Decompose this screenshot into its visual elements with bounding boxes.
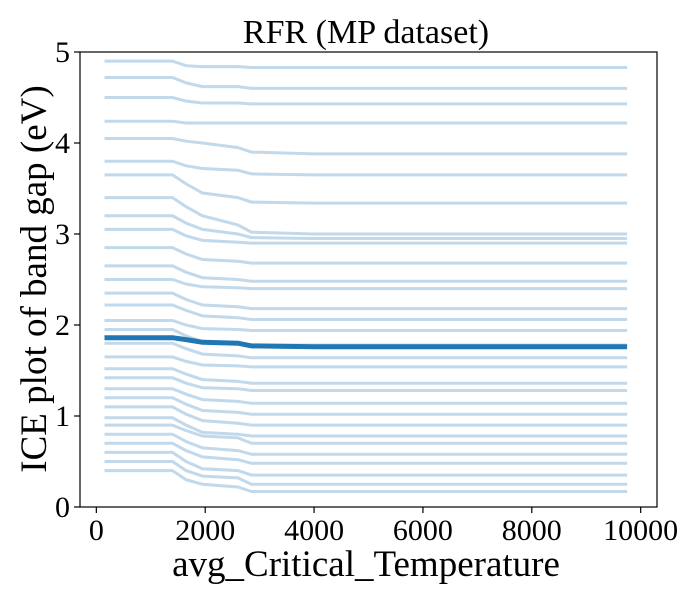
ice-line-26 <box>104 423 628 445</box>
ice-line-27 <box>104 432 628 456</box>
ice-line-20 <box>104 367 628 385</box>
ice-lines-group <box>104 59 628 493</box>
ice-line-10 <box>104 227 628 245</box>
chart-title: RFR (MP dataset) <box>243 14 489 51</box>
ice-line-29 <box>104 450 628 477</box>
y-tick-label: 4 <box>55 127 70 160</box>
ice-line-9 <box>104 214 628 240</box>
average-line-group <box>104 335 628 350</box>
ice-line-12 <box>104 264 628 283</box>
x-tick-label: 4000 <box>284 514 344 547</box>
ice-line-11 <box>104 246 628 265</box>
ice-line-28 <box>104 441 628 465</box>
plot-frame <box>79 51 658 508</box>
y-tick-label: 3 <box>55 218 70 251</box>
ice-line-18 <box>104 341 628 360</box>
ice-line-5 <box>104 137 628 156</box>
y-tick-label: 5 <box>55 36 70 69</box>
ice-line-23 <box>104 396 628 416</box>
ice-line-14 <box>104 291 628 311</box>
ice-line-24 <box>104 405 628 427</box>
ice-line-16 <box>104 319 628 332</box>
ice-line-6 <box>104 159 628 177</box>
ice-line-25 <box>104 416 628 438</box>
average-pdp-line <box>104 335 628 350</box>
ice-line-3 <box>104 96 628 106</box>
x-tick-label: 6000 <box>393 514 453 547</box>
y-axis-ticks: 0 1 2 3 4 5 <box>55 36 80 524</box>
ice-line-7 <box>104 173 628 205</box>
ice-line-21 <box>104 376 628 392</box>
ice-line-15 <box>104 303 628 321</box>
ice-line-22 <box>104 387 628 405</box>
x-tick-label: 10000 <box>603 514 678 547</box>
ice-line-1 <box>104 59 628 69</box>
y-tick-label: 0 <box>55 491 70 524</box>
ice-line-4 <box>104 119 628 125</box>
ice-line-31 <box>104 469 628 493</box>
ice-line-8 <box>104 196 628 236</box>
x-axis-ticks: 0 2000 4000 6000 8000 10000 <box>89 507 678 547</box>
ice-line-13 <box>104 278 628 291</box>
y-axis-label: ICE plot of band gap (eV) <box>14 85 55 472</box>
x-tick-label: 8000 <box>502 514 562 547</box>
x-axis-label: avg_Critical_Temperature <box>172 544 560 585</box>
ice-line-19 <box>104 355 628 369</box>
y-tick-label: 2 <box>55 309 70 342</box>
y-tick-label: 1 <box>55 400 70 433</box>
x-tick-label: 2000 <box>175 514 235 547</box>
ice-line-30 <box>104 460 628 486</box>
x-tick-label: 0 <box>89 514 104 547</box>
ice-line-2 <box>104 76 628 90</box>
